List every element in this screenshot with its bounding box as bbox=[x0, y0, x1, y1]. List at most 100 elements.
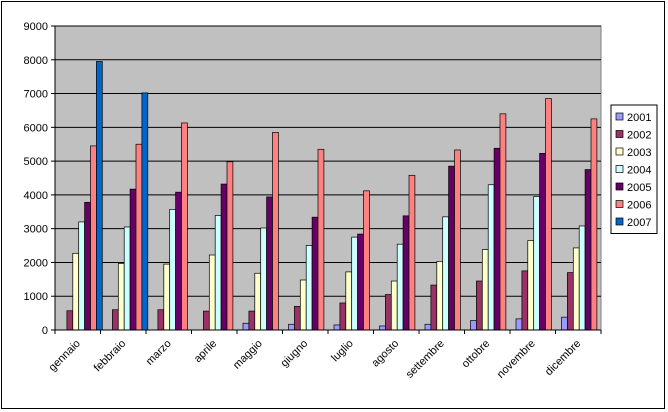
bar-2002-novembre bbox=[521, 270, 529, 331]
x-tick-label: dicembre bbox=[543, 338, 583, 378]
bar-2007-gennaio bbox=[96, 61, 103, 331]
bar-2003-giugno bbox=[299, 279, 307, 331]
legend-swatch-2004 bbox=[615, 165, 624, 173]
y-tick-label: 4000 bbox=[24, 190, 48, 202]
bar-2004-maggio bbox=[260, 227, 267, 331]
legend-swatch-2002 bbox=[615, 130, 624, 138]
bar-2004-marzo bbox=[169, 209, 176, 331]
bar-2006-novembre bbox=[545, 98, 552, 331]
y-tick-label: 9000 bbox=[24, 21, 48, 33]
bar-2003-maggio bbox=[254, 272, 262, 331]
bar-2004-agosto bbox=[396, 243, 404, 331]
bar-2003-marzo bbox=[163, 263, 171, 331]
bar-2002-febbraio bbox=[112, 309, 119, 331]
bar-2004-dicembre bbox=[578, 225, 586, 331]
bar-2004-gennaio bbox=[78, 221, 85, 331]
bar-2003-settembre bbox=[436, 261, 444, 331]
y-tick-label: 5000 bbox=[24, 156, 48, 168]
bar-2002-giugno bbox=[294, 306, 301, 331]
y-tick-labels: 0 1000 2000 3000 4000 5000 6000 7000 8000 9000 bbox=[24, 21, 55, 337]
bar-2002-luglio bbox=[339, 302, 347, 331]
x-tick-label: agosto bbox=[370, 338, 402, 370]
x-tick-label: maggio bbox=[231, 338, 265, 372]
bar-2001-dicembre bbox=[561, 316, 568, 331]
bar-2003-novembre bbox=[527, 240, 535, 331]
bar-2002-gennaio bbox=[66, 310, 74, 331]
bar-2005-maggio bbox=[266, 196, 273, 331]
bar-2005-agosto bbox=[402, 215, 410, 331]
bar-2001-giugno bbox=[288, 323, 295, 331]
x-tick-label: novembre bbox=[495, 338, 538, 381]
bar-2006-ottobre bbox=[499, 113, 507, 331]
bar-2004-novembre bbox=[533, 196, 540, 331]
legend-swatch-2005 bbox=[615, 182, 624, 191]
y-tick-label: 1000 bbox=[24, 291, 48, 303]
bar-2001-ottobre bbox=[470, 320, 477, 331]
bar-2001-agosto bbox=[379, 325, 386, 331]
bar-2005-dicembre bbox=[584, 169, 592, 331]
y-tick-label: 8000 bbox=[24, 55, 48, 67]
bar-2004-ottobre bbox=[487, 184, 495, 331]
bar-2003-aprile bbox=[208, 254, 216, 331]
x-tick-label: gennaio bbox=[47, 338, 83, 374]
bars bbox=[66, 61, 598, 331]
bar-2006-maggio bbox=[272, 132, 279, 331]
bar-2006-dicembre bbox=[590, 118, 598, 331]
bar-2004-giugno bbox=[305, 245, 313, 331]
legend-label: 2005 bbox=[627, 182, 651, 194]
y-tick-label: 3000 bbox=[24, 224, 48, 236]
bar-2004-luglio bbox=[351, 236, 358, 331]
bar-2003-gennaio bbox=[72, 252, 80, 331]
y-tick-label: 6000 bbox=[24, 122, 48, 134]
bar-2002-settembre bbox=[430, 284, 438, 331]
bar-2006-settembre bbox=[454, 149, 461, 331]
legend-swatch-2003 bbox=[615, 147, 624, 156]
bar-2001-novembre bbox=[515, 318, 523, 331]
bar-2003-agosto bbox=[390, 280, 398, 331]
bar-2001-settembre bbox=[424, 323, 432, 331]
bar-2005-ottobre bbox=[493, 147, 501, 331]
legend-label: 2003 bbox=[627, 147, 651, 159]
bar-2006-giugno bbox=[317, 148, 325, 331]
y-tick-label: 7000 bbox=[24, 89, 48, 101]
bar-2007-febbraio bbox=[141, 92, 149, 331]
bar-2003-ottobre bbox=[481, 249, 489, 331]
bar-2002-marzo bbox=[157, 309, 165, 331]
bar-2005-settembre bbox=[448, 165, 455, 331]
legend-label: 2001 bbox=[627, 112, 651, 124]
x-tick-label: aprile bbox=[192, 338, 220, 366]
legend-swatch-2001 bbox=[615, 112, 624, 121]
x-tick-label: marzo bbox=[144, 338, 174, 368]
bar-2002-agosto bbox=[385, 294, 392, 331]
bar-2005-aprile bbox=[220, 183, 228, 331]
legend-label: 2007 bbox=[627, 217, 651, 229]
bar-2004-settembre bbox=[442, 216, 449, 331]
bar-2005-febbraio bbox=[129, 188, 137, 331]
bar-2005-marzo bbox=[175, 191, 182, 331]
bar-2006-agosto bbox=[408, 174, 416, 331]
bar-2006-marzo bbox=[181, 122, 188, 331]
bar-2003-febbraio bbox=[117, 263, 125, 331]
legend-label: 2002 bbox=[627, 130, 651, 142]
bar-2003-dicembre bbox=[572, 247, 580, 331]
bar-2004-aprile bbox=[214, 215, 222, 331]
bar-2002-aprile bbox=[203, 310, 210, 331]
bar-2001-luglio bbox=[333, 324, 341, 331]
bar-2003-luglio bbox=[345, 271, 353, 331]
bar-2006-luglio bbox=[363, 190, 370, 331]
legend: 2001 2002 2003 2004 2005 2006 2007 bbox=[610, 104, 658, 234]
x-tick-label: febbraio bbox=[92, 338, 129, 375]
x-tick-label: luglio bbox=[329, 338, 356, 365]
y-tick-label: 0 bbox=[42, 325, 48, 337]
bar-2004-febbraio bbox=[123, 226, 131, 331]
legend-swatch-2007 bbox=[615, 217, 624, 226]
bar-2002-ottobre bbox=[476, 280, 483, 331]
bar-2005-gennaio bbox=[84, 201, 91, 331]
bar-2005-novembre bbox=[539, 152, 546, 331]
bar-2005-luglio bbox=[357, 233, 364, 331]
bar-2006-gennaio bbox=[90, 145, 97, 331]
bar-2006-febbraio bbox=[135, 143, 143, 331]
bar-2005-giugno bbox=[311, 216, 319, 331]
x-tick-label: settembre bbox=[404, 338, 447, 381]
